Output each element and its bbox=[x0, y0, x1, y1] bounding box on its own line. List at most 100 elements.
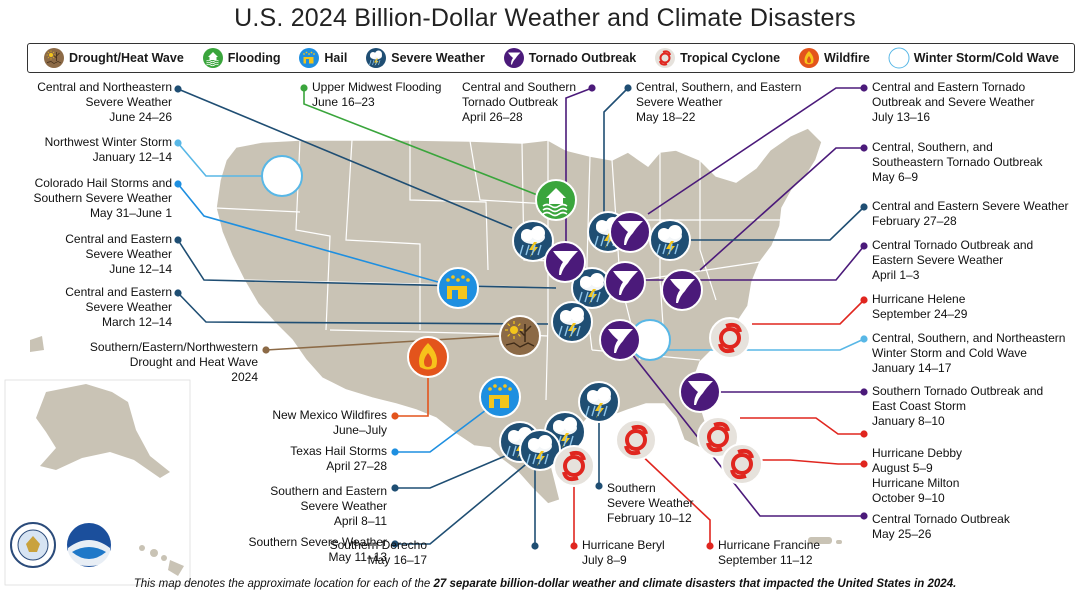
label-line: Central and Eastern Tornado bbox=[872, 80, 1026, 94]
alaska-inset-frame bbox=[4, 379, 191, 586]
event-label-ce-tornado-jul: Central and Eastern Tornado Outbreak and … bbox=[872, 80, 1035, 125]
leader-se-severe-apr bbox=[395, 453, 511, 489]
label-line: Northwest Winter Storm bbox=[44, 135, 172, 149]
label-line: May 25–26 bbox=[872, 527, 932, 541]
legend-label: Severe Weather bbox=[391, 51, 485, 65]
leader-helene bbox=[752, 299, 865, 325]
label-line: Colorado Hail Storms and bbox=[34, 176, 172, 190]
leader-ne-severe-jun bbox=[177, 88, 513, 229]
leader-dot-nm-wildfire bbox=[391, 412, 399, 420]
severe-marker-ce-severe-mar bbox=[551, 301, 593, 343]
label-line: Central Tornado Outbreak and bbox=[872, 238, 1034, 252]
label-line: Central, Southern, and Northeastern bbox=[872, 331, 1066, 345]
leader-dot-s-severe-may bbox=[391, 540, 399, 548]
leader-nm-wildfire bbox=[395, 378, 429, 417]
flooding-marker-um-flood bbox=[535, 179, 577, 221]
severe-marker-ne-severe-jun bbox=[512, 220, 554, 262]
svg-text:✱: ✱ bbox=[649, 346, 657, 356]
label-line: Severe Weather bbox=[636, 95, 723, 109]
label-line: May 16–17 bbox=[367, 553, 427, 567]
svg-text:✱: ✱ bbox=[641, 346, 649, 356]
cyclone-marker-milton bbox=[721, 443, 763, 485]
leader-francine bbox=[635, 449, 711, 546]
hail-marker-tx-hail bbox=[479, 376, 521, 418]
event-label-derecho: Southern Derecho May 16–17 bbox=[330, 538, 427, 568]
label-line: January 8–10 bbox=[872, 414, 945, 428]
leader-ce-severe-mar bbox=[177, 292, 549, 325]
leader-css-tornado bbox=[699, 147, 864, 271]
event-label-ce-severe-mar: Central and Eastern Severe Weather March 1… bbox=[65, 285, 172, 330]
event-label-c-tornado-may: Central Tornado Outbreak May 25–26 bbox=[872, 512, 1010, 542]
leader-c-tornado-apr bbox=[640, 245, 865, 281]
severe-marker-derecho bbox=[519, 429, 561, 471]
event-label-se-severe-apr: Southern and Eastern Severe Weather April … bbox=[270, 484, 387, 529]
leader-dot-se-severe-apr bbox=[391, 484, 399, 492]
leader-dot-tx-hail bbox=[391, 448, 399, 456]
label-line: June 24–26 bbox=[109, 110, 172, 124]
label-line: Texas Hail Storms bbox=[290, 444, 387, 458]
label-line: Hurricane Milton bbox=[872, 476, 960, 490]
severe-weather-icon bbox=[366, 48, 387, 68]
label-line: February 27–28 bbox=[872, 214, 957, 228]
legend-item-flooding: Flooding bbox=[202, 47, 280, 69]
footnote-text: This map denotes the approximate locatio… bbox=[133, 578, 434, 590]
event-label-nw-winter: Northwest Winter Storm January 12–14 bbox=[45, 135, 172, 165]
svg-text:✱: ✱ bbox=[898, 61, 902, 67]
legend-item-wildfire: Wildfire bbox=[798, 47, 870, 69]
svg-text:✱: ✱ bbox=[894, 61, 898, 67]
hawaii-shape bbox=[139, 545, 184, 576]
label-line: May 18–22 bbox=[636, 110, 696, 124]
legend-item-hail: Hail bbox=[298, 47, 347, 69]
tornado-marker-c-tornado-apr bbox=[604, 261, 646, 303]
leader-dot-um-flood bbox=[300, 84, 308, 92]
leader-dot-ce-severe-jun bbox=[174, 236, 182, 244]
leader-dot-derecho bbox=[531, 542, 539, 550]
label-line: Southern Tornado Outbreak and bbox=[872, 384, 1044, 398]
event-label-tx-hail: Texas Hail Storms April 27–28 bbox=[290, 444, 387, 474]
leader-dot-c-tornado-may bbox=[860, 512, 868, 520]
footnote: This map denotes the approximate locatio… bbox=[0, 578, 1090, 590]
event-label-csn-winter: Central, Southern, and Northeastern Winte… bbox=[872, 331, 1065, 376]
label-line: Hurricane Beryl bbox=[582, 538, 665, 552]
cyclone-marker-beryl bbox=[553, 445, 595, 487]
label-line: April 8–11 bbox=[333, 514, 387, 528]
winter-marker-csn-winter: ✱ ✱ ✱ bbox=[629, 319, 671, 361]
noaa-logo bbox=[67, 523, 111, 567]
leader-dot-co-hail bbox=[174, 180, 182, 188]
event-label-s-tornado-jan: Southern Tornado Outbreak and East Coast … bbox=[872, 384, 1043, 429]
label-line: Southern bbox=[607, 481, 656, 495]
label-line: September 24–29 bbox=[872, 307, 968, 321]
event-label-co-hail: Colorado Hail Storms and Southern Severe … bbox=[33, 176, 172, 221]
severe-marker-ce-severe-feb bbox=[649, 219, 691, 261]
leader-dot-nw-winter bbox=[174, 139, 182, 147]
label-line: August 5–9 bbox=[872, 461, 933, 475]
leader-s-severe-may bbox=[395, 445, 549, 545]
label-line: Severe Weather bbox=[300, 499, 388, 513]
leader-dot-beryl bbox=[570, 542, 578, 550]
leader-dot-francine bbox=[706, 542, 714, 550]
leader-dot-ne-severe-jun bbox=[174, 85, 182, 93]
cyclone-marker-debby bbox=[697, 416, 739, 458]
svg-text:✱: ✱ bbox=[281, 182, 289, 192]
event-label-nm-wildfire: New Mexico Wildfires June–July bbox=[272, 408, 387, 438]
label-line: New Mexico Wildfires bbox=[272, 408, 387, 422]
inset-fragment bbox=[30, 336, 44, 352]
winter-marker-nw-winter: ✱ ✱ ✱ bbox=[261, 155, 303, 197]
leader-dot-drought bbox=[262, 346, 270, 354]
svg-text:✱: ✱ bbox=[289, 182, 297, 192]
label-line: Southern/Eastern/Northwestern bbox=[89, 340, 258, 354]
map-title: U.S. 2024 Billion-Dollar Weather and Cli… bbox=[234, 4, 856, 32]
legend-label: Winter Storm/Cold Wave bbox=[913, 51, 1059, 65]
wildfire-icon bbox=[799, 48, 820, 68]
label-line: April 27–28 bbox=[326, 459, 387, 473]
label-line: Central Tornado Outbreak bbox=[872, 512, 1010, 526]
svg-text:✱: ✱ bbox=[902, 61, 906, 67]
severe-marker-ce-severe-jun bbox=[571, 267, 613, 309]
svg-text:✱: ✱ bbox=[273, 182, 281, 192]
label-line: Severe Weather bbox=[85, 300, 173, 314]
label-line: Central and Northeastern bbox=[37, 80, 172, 94]
legend-label: Tropical Cyclone bbox=[680, 51, 781, 65]
label-line: May 31–June 1 bbox=[89, 206, 172, 220]
flooding-icon bbox=[202, 48, 223, 68]
label-line: East Coast Storm bbox=[872, 399, 967, 413]
